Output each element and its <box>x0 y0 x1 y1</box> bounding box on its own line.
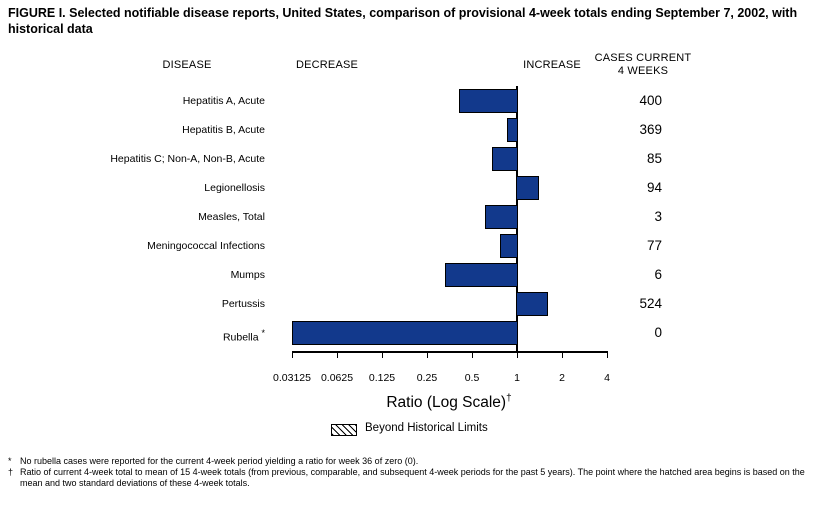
footnote-text: No rubella cases were reported for the c… <box>20 456 419 466</box>
x-axis-tick-label: 0.5 <box>464 372 480 384</box>
x-axis-tick-label: 2 <box>559 372 565 384</box>
footnotes: * No rubella cases were reported for the… <box>8 456 810 488</box>
x-axis-tick <box>472 351 473 358</box>
cases-current-value: 0 <box>654 325 662 340</box>
disease-label: Hepatitis A, Acute <box>0 94 265 108</box>
x-axis-tick <box>292 351 293 358</box>
x-axis-tick-label: 0.0625 <box>320 372 354 384</box>
x-axis-title: Ratio (Log Scale)† <box>329 393 569 412</box>
x-axis-tick-label: 4 <box>604 372 610 384</box>
footnote-text: Ratio of current 4-week total to mean of… <box>20 466 805 488</box>
x-axis-tick-label: 1 <box>514 372 520 384</box>
cases-current-value: 3 <box>654 209 662 224</box>
hatched-swatch-icon <box>331 424 357 436</box>
column-header-disease: DISEASE <box>162 59 212 71</box>
disease-label-text: Measles, Total <box>198 211 265 223</box>
cases-current-value: 369 <box>639 122 662 137</box>
disease-label: Meningococcal Infections <box>0 239 265 253</box>
disease-label-text: Mumps <box>230 269 265 281</box>
ratio-bar <box>292 321 518 345</box>
ratio-bar <box>484 205 518 229</box>
x-axis-tick-label: 0.03125 <box>273 372 311 384</box>
ratio-bar <box>516 176 539 200</box>
disease-label: Hepatitis C; Non-A, Non-B, Acute <box>0 152 265 166</box>
disease-label-text: Hepatitis A, Acute <box>182 95 265 107</box>
x-axis-tick <box>562 351 563 358</box>
disease-label: Measles, Total <box>0 210 265 224</box>
footnote-marker-dagger: † <box>8 466 14 477</box>
ratio-bar <box>516 292 548 316</box>
column-header-increase: INCREASE <box>523 59 581 71</box>
x-axis-tick-label: 0.25 <box>416 372 438 384</box>
disease-label-text: Hepatitis B, Acute <box>182 124 265 136</box>
x-axis-tick <box>382 351 383 358</box>
x-axis-tick-label: 0.125 <box>368 372 396 384</box>
disease-label-text: Hepatitis C; Non-A, Non-B, Acute <box>110 153 265 165</box>
x-axis-line <box>292 351 608 353</box>
disease-label-text: Pertussis <box>221 298 265 310</box>
disease-label-marker: * <box>261 328 265 338</box>
column-header-cases-line2: 4 WEEKS <box>617 64 669 77</box>
cases-current-value: 400 <box>639 93 662 108</box>
footnote-marker-asterisk: * <box>8 456 12 466</box>
column-header-cases-line1: CASES CURRENT <box>594 52 692 64</box>
footnote-ratio: † Ratio of current 4-week total to mean … <box>8 467 810 489</box>
column-header-decrease: DECREASE <box>295 59 359 71</box>
x-axis-tick <box>517 351 518 358</box>
disease-label: Pertussis <box>0 297 265 311</box>
disease-label: Rubella * <box>0 326 265 344</box>
ratio-bar <box>491 147 518 171</box>
ratio-bar <box>445 263 518 287</box>
cases-current-value: 77 <box>646 238 662 253</box>
x-axis-title-text: Ratio (Log Scale) <box>386 394 507 412</box>
disease-label-text: Meningococcal Infections <box>147 240 265 252</box>
cases-current-value: 94 <box>646 180 662 195</box>
disease-label: Hepatitis B, Acute <box>0 123 265 137</box>
x-axis-tick <box>607 351 608 358</box>
x-axis-title-dagger: † <box>506 393 512 404</box>
disease-label-text: Rubella <box>222 331 259 344</box>
cases-current-value: 85 <box>646 151 662 166</box>
footnote-rubella: * No rubella cases were reported for the… <box>8 456 810 467</box>
disease-label-text: Legionellosis <box>204 182 265 194</box>
figure-title: FIGURE I. Selected notifiable disease re… <box>8 6 798 37</box>
cases-current-value: 524 <box>639 296 662 311</box>
disease-label: Mumps <box>0 268 265 282</box>
ratio-bar <box>507 118 518 142</box>
disease-label: Legionellosis <box>0 181 265 195</box>
legend-label: Beyond Historical Limits <box>365 422 488 434</box>
x-axis-tick <box>427 351 428 358</box>
cases-current-value: 6 <box>654 267 662 282</box>
x-axis-tick <box>337 351 338 358</box>
ratio-bar <box>459 89 518 113</box>
ratio-bar <box>500 234 518 258</box>
column-header-cases-current: CASES CURRENT 4 WEEKS <box>583 52 703 77</box>
